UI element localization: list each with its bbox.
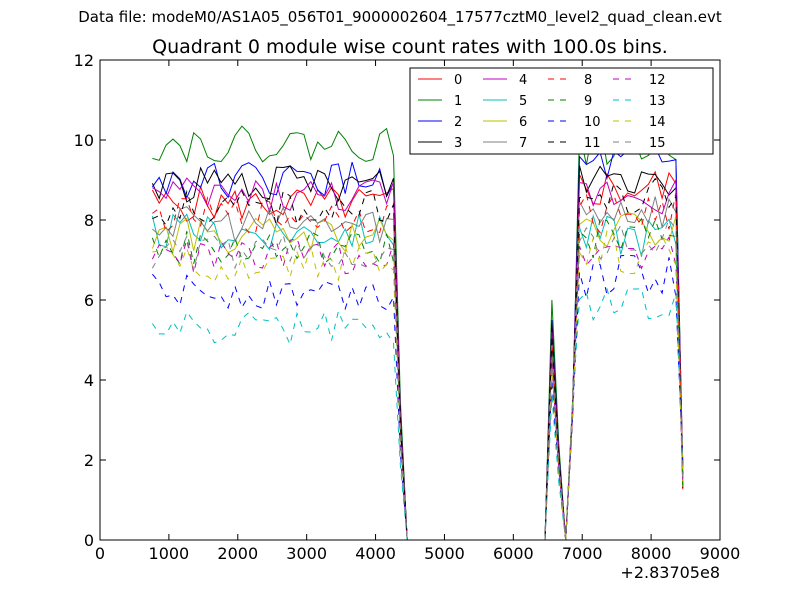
x-tick-label: 9000 xyxy=(700,544,741,563)
legend-box xyxy=(409,67,714,155)
axis-ticks-group: 0 1000 2000 3000 4000 5000 6000 7000 8000 9000 0 2 4… xyxy=(74,51,741,563)
y-tick-label: 0 xyxy=(84,531,94,550)
x-tick-label: 1000 xyxy=(149,544,190,563)
figure-suptitle: Data file: modeM0/AS1A05_056T01_90000026… xyxy=(78,8,722,26)
series-line-15 xyxy=(151,218,684,541)
series-line-11 xyxy=(152,177,684,541)
y-tick-label: 10 xyxy=(74,131,94,150)
y-tick-label: 6 xyxy=(84,291,94,310)
legend-label-7: 7 xyxy=(519,136,527,151)
y-tick-label: 2 xyxy=(84,451,94,470)
series-line-13 xyxy=(151,287,684,541)
x-tick-label: 6000 xyxy=(493,544,534,563)
legend-label-8: 8 xyxy=(584,73,592,88)
series-line-5 xyxy=(151,213,684,541)
series-line-14 xyxy=(152,230,684,541)
legend-label-2: 2 xyxy=(454,115,462,130)
y-tick-label: 12 xyxy=(74,51,94,70)
x-tick-label: 7000 xyxy=(562,544,603,563)
legend-label-1: 1 xyxy=(454,94,462,109)
y-tick-label: 8 xyxy=(84,211,94,230)
legend-label-11: 11 xyxy=(584,136,601,151)
x-tick-label: 8000 xyxy=(631,544,672,563)
chart-title: Quadrant 0 module wise count rates with … xyxy=(152,36,668,58)
legend-label-5: 5 xyxy=(519,94,527,109)
legend-label-10: 10 xyxy=(584,115,601,130)
legend-label-13: 13 xyxy=(649,94,666,109)
x-tick-label: 3000 xyxy=(286,544,327,563)
legend-label-0: 0 xyxy=(454,73,462,88)
legend-label-14: 14 xyxy=(649,115,666,130)
legend-label-15: 15 xyxy=(649,136,666,151)
x-tick-label: 4000 xyxy=(355,544,396,563)
series-line-4 xyxy=(152,177,684,541)
series-line-12 xyxy=(151,236,684,541)
series-line-9 xyxy=(151,217,684,541)
legend-label-9: 9 xyxy=(584,94,592,109)
y-tick-label: 4 xyxy=(84,371,94,390)
series-lines-group xyxy=(151,121,684,541)
x-tick-label: 2000 xyxy=(217,544,258,563)
series-line-2 xyxy=(151,146,684,541)
series-line-6 xyxy=(151,212,684,541)
legend-label-6: 6 xyxy=(519,115,527,130)
legend-label-3: 3 xyxy=(454,136,462,151)
legend-label-4: 4 xyxy=(519,73,527,88)
x-tick-label: 0 xyxy=(95,544,105,563)
x-offset-label: +2.83705e8 xyxy=(620,563,720,582)
legend-label-12: 12 xyxy=(649,73,666,88)
x-tick-label: 5000 xyxy=(424,544,465,563)
